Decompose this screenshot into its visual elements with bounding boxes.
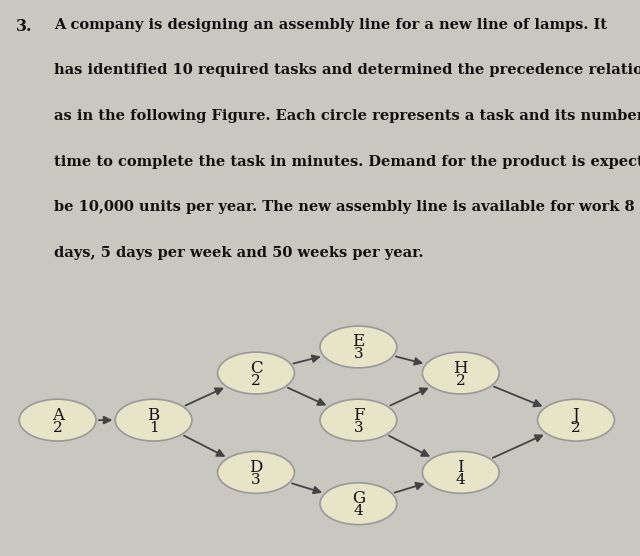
Text: 2: 2 (52, 421, 63, 435)
Ellipse shape (320, 399, 397, 441)
Text: I: I (458, 459, 464, 476)
Ellipse shape (422, 451, 499, 493)
Text: 2: 2 (456, 374, 466, 388)
Ellipse shape (19, 399, 96, 441)
Ellipse shape (320, 326, 397, 368)
Text: 2: 2 (571, 421, 581, 435)
Text: D: D (250, 459, 262, 476)
Text: 1: 1 (148, 421, 159, 435)
Text: 3: 3 (353, 421, 364, 435)
Text: E: E (352, 334, 365, 350)
Text: 4: 4 (353, 504, 364, 518)
Ellipse shape (115, 399, 192, 441)
Text: time to complete the task in minutes. Demand for the product is expected to: time to complete the task in minutes. De… (54, 155, 640, 168)
Text: days, 5 days per week and 50 weeks per year.: days, 5 days per week and 50 weeks per y… (54, 246, 424, 260)
Ellipse shape (320, 483, 397, 525)
Ellipse shape (218, 352, 294, 394)
Text: F: F (353, 406, 364, 424)
Text: 3.: 3. (16, 18, 33, 34)
Text: A company is designing an assembly line for a new line of lamps. It: A company is designing an assembly line … (54, 18, 607, 32)
Text: G: G (352, 490, 365, 507)
Ellipse shape (218, 451, 294, 493)
Text: 3: 3 (353, 348, 364, 361)
Ellipse shape (538, 399, 614, 441)
Text: has identified 10 required tasks and determined the precedence relationship: has identified 10 required tasks and det… (54, 63, 640, 77)
Text: A: A (52, 406, 63, 424)
Text: B: B (147, 406, 160, 424)
Text: 2: 2 (251, 374, 261, 388)
Text: 3: 3 (251, 473, 261, 487)
Text: be 10,000 units per year. The new assembly line is available for work 8 hour: be 10,000 units per year. The new assemb… (54, 200, 640, 215)
Text: as in the following Figure. Each circle represents a task and its number the: as in the following Figure. Each circle … (54, 109, 640, 123)
Ellipse shape (422, 352, 499, 394)
Text: H: H (454, 360, 468, 376)
Text: J: J (573, 406, 579, 424)
Text: 4: 4 (456, 473, 466, 487)
Text: C: C (250, 360, 262, 376)
